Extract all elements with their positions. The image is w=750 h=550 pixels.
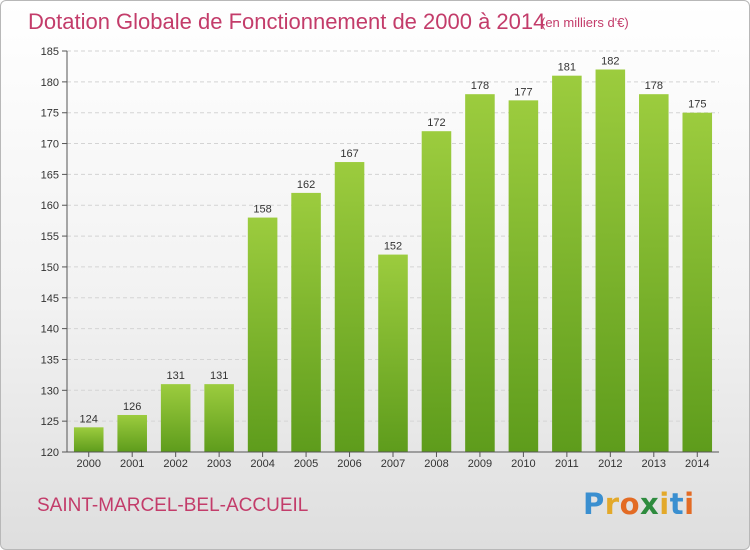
bar-value-label: 182 xyxy=(601,56,619,68)
commune-name: SAINT-MARCEL-BEL-ACCUEIL xyxy=(37,495,309,516)
y-tick-label: 170 xyxy=(41,139,59,151)
bar-value-label: 152 xyxy=(384,241,402,253)
bar-value-label: 126 xyxy=(123,401,141,413)
x-tick-label: 2005 xyxy=(294,458,318,470)
x-tick-label: 2012 xyxy=(598,458,622,470)
x-tick-label: 2010 xyxy=(511,458,535,470)
bar xyxy=(160,384,191,452)
x-tick-label: 2004 xyxy=(250,458,274,470)
bar xyxy=(552,75,582,452)
bar xyxy=(639,94,669,452)
y-tick-label: 145 xyxy=(41,293,59,305)
x-tick-label: 2000 xyxy=(76,458,100,470)
bar xyxy=(117,414,147,452)
bar xyxy=(421,131,452,452)
x-tick-label: 2007 xyxy=(381,458,405,470)
x-tick-label: 2006 xyxy=(337,458,361,470)
x-axis: 2000 2001 2002 2003 2004 2005 2006 2007 2008 2009… xyxy=(67,451,719,470)
bar-value-label: 177 xyxy=(514,86,532,98)
y-tick-label: 180 xyxy=(41,77,59,89)
x-tick-label: 2008 xyxy=(424,458,448,470)
bar-value-label: 131 xyxy=(210,370,228,382)
bar xyxy=(682,112,713,452)
y-tick-label: 165 xyxy=(41,169,59,181)
bar-value-label: 124 xyxy=(80,413,98,425)
bar xyxy=(378,254,408,452)
bar-value-label: 131 xyxy=(166,370,184,382)
y-tick-label: 160 xyxy=(41,200,59,212)
bar-value-label: 158 xyxy=(253,204,271,216)
y-tick-label: 175 xyxy=(41,108,59,120)
y-tick-label: 120 xyxy=(41,447,59,459)
bar-value-label: 167 xyxy=(340,148,358,160)
bar-value-label: 178 xyxy=(645,80,663,92)
x-tick-label: 2002 xyxy=(163,458,187,470)
y-tick-label: 150 xyxy=(41,262,59,274)
bar-value-label: 172 xyxy=(427,117,445,129)
x-tick-label: 2009 xyxy=(468,458,492,470)
bar xyxy=(465,94,495,452)
proxiti-logo: Proxiti xyxy=(583,487,695,521)
bar-value-label: 175 xyxy=(688,99,706,111)
bar xyxy=(595,69,626,452)
x-tick-label: 2014 xyxy=(685,458,709,470)
y-tick-label: 140 xyxy=(41,324,59,336)
bar xyxy=(73,427,104,452)
bars: 124 126 131 131 158 162 167 152 172 178 177 181 182 1… xyxy=(73,56,713,453)
bar-value-label: 181 xyxy=(558,62,576,74)
y-tick-label: 125 xyxy=(41,416,59,428)
bar xyxy=(508,100,539,452)
bar xyxy=(204,384,234,452)
bar xyxy=(247,217,278,452)
x-tick-label: 2013 xyxy=(642,458,666,470)
y-tick-label: 130 xyxy=(41,385,59,397)
chart-unit: (en milliers d'€) xyxy=(541,15,629,30)
bar xyxy=(291,192,321,452)
y-tick-label: 135 xyxy=(41,354,59,366)
bar-value-label: 178 xyxy=(471,80,489,92)
chart-title: Dotation Globale de Fonctionnement de 20… xyxy=(28,9,546,34)
y-tick-label: 155 xyxy=(41,231,59,243)
bar xyxy=(334,162,365,453)
x-tick-label: 2011 xyxy=(555,458,579,470)
bar-value-label: 162 xyxy=(297,179,315,191)
y-tick-label: 185 xyxy=(41,46,59,58)
y-axis: 120 125 130 135 140 145 150 155 160 165 170 175 180 1… xyxy=(41,46,68,459)
x-tick-label: 2003 xyxy=(207,458,231,470)
x-tick-label: 2001 xyxy=(120,458,144,470)
